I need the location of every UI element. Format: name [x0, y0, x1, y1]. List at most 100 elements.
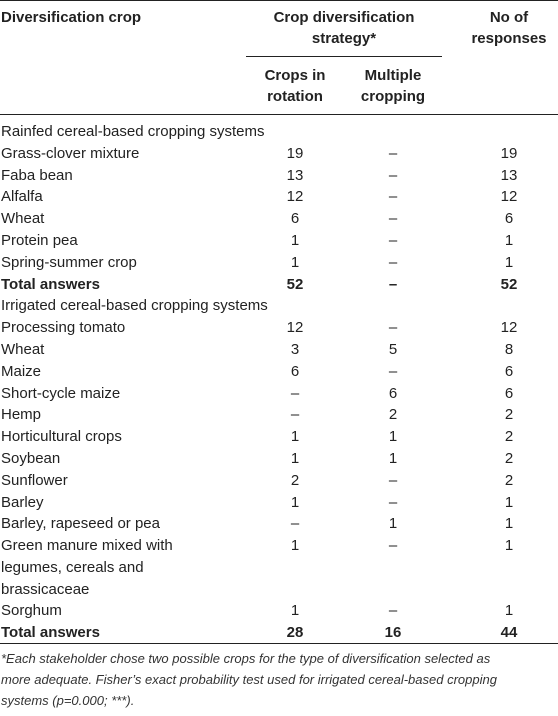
table-body: Rainfed cereal-based cropping systems Gr… — [0, 121, 558, 644]
responses-cell: 8 — [504, 340, 514, 358]
total-responses: 52 — [500, 275, 518, 293]
crop-cell: Grass-clover mixture — [1, 144, 140, 162]
responses-cell: 1 — [504, 231, 514, 249]
total-row-rainfed: Total answers 52 – 52 — [0, 274, 558, 296]
crop-cell: Barley — [1, 493, 44, 511]
header-no-of-responses: No of responses — [460, 7, 558, 49]
table-row: Faba bean 13 – 13 — [0, 165, 558, 187]
crop-cell: Sorghum — [1, 602, 62, 620]
responses-cell: 1 — [504, 493, 514, 511]
table-row: Wheat 3 5 8 — [0, 339, 558, 361]
header-multiple-line1: Multiple — [364, 67, 422, 84]
table-bottom-rule — [0, 643, 558, 644]
crop-cell: Alfalfa — [1, 188, 43, 206]
multiple-cell: – — [388, 231, 398, 249]
total-multiple: 16 — [384, 623, 402, 641]
responses-cell: 12 — [500, 319, 518, 337]
table-row: Protein pea 1 – 1 — [0, 230, 558, 252]
rotation-cell: 3 — [290, 340, 300, 358]
multiple-cell: – — [388, 188, 398, 206]
rotation-cell: 1 — [290, 231, 300, 249]
multiple-cell: – — [388, 166, 398, 184]
table-row: Barley 1 – 1 — [0, 492, 558, 514]
total-label: Total answers — [1, 275, 100, 293]
responses-cell: 2 — [504, 471, 514, 489]
total-row-irrigated: Total answers 28 16 44 — [0, 622, 558, 644]
multiple-cell: – — [388, 319, 398, 337]
responses-cell: 1 — [504, 515, 514, 533]
total-multiple: – — [388, 275, 398, 293]
table-row: Barley, rapeseed or pea – 1 1 — [0, 513, 558, 535]
crop-cell: Short-cycle maize — [1, 384, 121, 402]
table-row: Grass-clover mixture 19 – 19 — [0, 143, 558, 165]
table-row: Green manure mixed with legumes, cereals… — [0, 535, 558, 600]
crop-cell: Green manure mixed with legumes, cereals… — [1, 535, 241, 600]
multiple-cell: 1 — [388, 515, 398, 533]
table-row: Alfalfa 12 – 12 — [0, 186, 558, 208]
table-row: Hemp – 2 2 — [0, 404, 558, 426]
footnote-line2: more adequate. Fisher’s exact probabilit… — [1, 672, 497, 687]
crop-cell-line: legumes, cereals and — [1, 558, 144, 576]
header-diversification-crop: Diversification crop — [1, 9, 142, 26]
responses-cell: 13 — [500, 166, 518, 184]
responses-cell: 1 — [504, 602, 514, 620]
multiple-cell: – — [388, 602, 398, 620]
rotation-cell: 2 — [290, 471, 300, 489]
responses-cell: 2 — [504, 428, 514, 446]
crop-cell: Spring-summer crop — [1, 253, 137, 271]
rotation-cell: 1 — [290, 602, 300, 620]
rotation-cell: – — [290, 515, 300, 533]
crop-cell: Protein pea — [1, 231, 78, 249]
multiple-cell: – — [388, 537, 398, 555]
table-row: Sorghum 1 – 1 — [0, 600, 558, 622]
header-rotation-line1: Crops in — [264, 67, 326, 84]
total-responses: 44 — [500, 623, 518, 641]
rotation-cell: 1 — [290, 493, 300, 511]
rotation-cell: 12 — [286, 188, 304, 206]
responses-cell: 2 — [504, 449, 514, 467]
footnote-line3: systems (p=0.000; ***). — [1, 693, 135, 708]
table-footnote: *Each stakeholder chose two possible cro… — [1, 648, 557, 711]
responses-cell: 6 — [504, 210, 514, 228]
multiple-cell: – — [388, 210, 398, 228]
header-group-rule — [246, 56, 442, 57]
table-row: Maize 6 – 6 — [0, 361, 558, 383]
table-row: Short-cycle maize – 6 6 — [0, 383, 558, 405]
rotation-cell: 6 — [290, 210, 300, 228]
crop-cell-line: brassicaceae — [1, 580, 90, 598]
responses-cell: 6 — [504, 384, 514, 402]
rotation-cell: 1 — [290, 537, 300, 555]
total-label: Total answers — [1, 623, 100, 641]
multiple-cell: – — [388, 493, 398, 511]
header-responses-line1: No of — [489, 9, 529, 26]
multiple-cell: 6 — [388, 384, 398, 402]
rotation-cell: 1 — [290, 428, 300, 446]
multiple-cell: – — [388, 471, 398, 489]
rotation-cell: 1 — [290, 253, 300, 271]
responses-cell: 19 — [500, 144, 518, 162]
total-rotation: 52 — [286, 275, 304, 293]
crop-cell: Soybean — [1, 449, 61, 467]
table-row: Soybean 1 1 2 — [0, 448, 558, 470]
crop-cell: Barley, rapeseed or pea — [1, 515, 160, 533]
multiple-cell: 5 — [388, 340, 398, 358]
rotation-cell: 1 — [290, 449, 300, 467]
multiple-cell: – — [388, 362, 398, 380]
header-crops-in-rotation: Crops in rotation — [246, 65, 344, 107]
crop-cell: Processing tomato — [1, 319, 126, 337]
table-row: Horticultural crops 1 1 2 — [0, 426, 558, 448]
table-row: Sunflower 2 – 2 — [0, 470, 558, 492]
header-multiple-cropping: Multiple cropping — [344, 65, 442, 107]
multiple-cell: – — [388, 253, 398, 271]
responses-cell: 6 — [504, 362, 514, 380]
header-rotation-line2: rotation — [267, 88, 323, 105]
crop-cell: Hemp — [1, 406, 42, 424]
header-crop-diversification-strategy: Crop diversification strategy* — [246, 7, 442, 49]
header-bottom-rule — [0, 114, 558, 115]
header-responses-line2: responses — [471, 30, 547, 47]
rotation-cell: 12 — [286, 319, 304, 337]
header-strategy-line1: Crop diversification — [273, 9, 415, 26]
crop-cell: Sunflower — [1, 471, 68, 489]
crop-cell-line: Green manure mixed with — [1, 537, 173, 555]
